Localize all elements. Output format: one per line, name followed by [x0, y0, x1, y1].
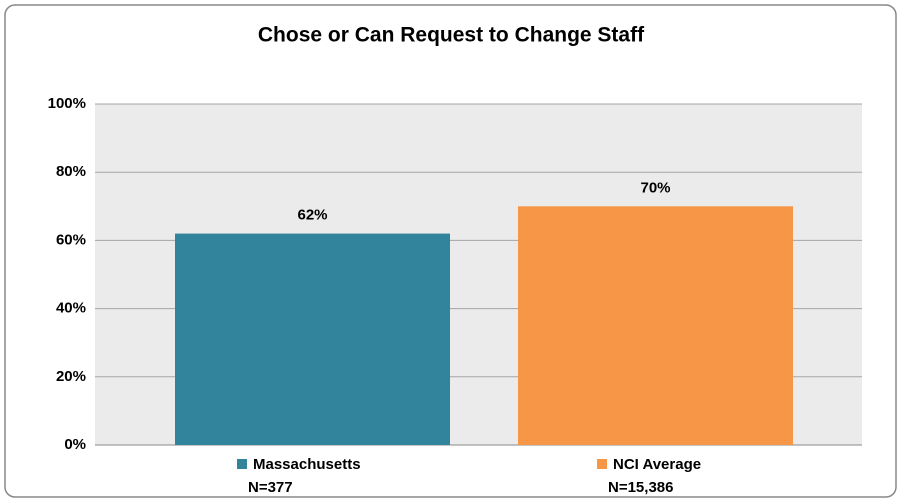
bar	[518, 206, 793, 445]
y-tick-label: 0%	[64, 436, 86, 453]
chart-title: Chose or Can Request to Change Staff	[258, 24, 645, 47]
y-tick-label: 80%	[56, 163, 86, 180]
sample-size-label: N=377	[248, 479, 293, 496]
legend-swatch	[597, 459, 607, 469]
value-label: 70%	[640, 179, 670, 196]
bar	[175, 233, 450, 445]
legend-swatch	[237, 459, 247, 469]
y-tick-label: 20%	[56, 368, 86, 385]
y-tick-label: 60%	[56, 231, 86, 248]
value-label: 62%	[297, 207, 327, 224]
y-tick-label: 40%	[56, 300, 86, 317]
y-tick-label: 100%	[48, 95, 86, 112]
sample-size-label: N=15,386	[608, 479, 673, 496]
category-label: Massachusetts	[253, 456, 361, 473]
category-label: NCI Average	[613, 456, 701, 473]
